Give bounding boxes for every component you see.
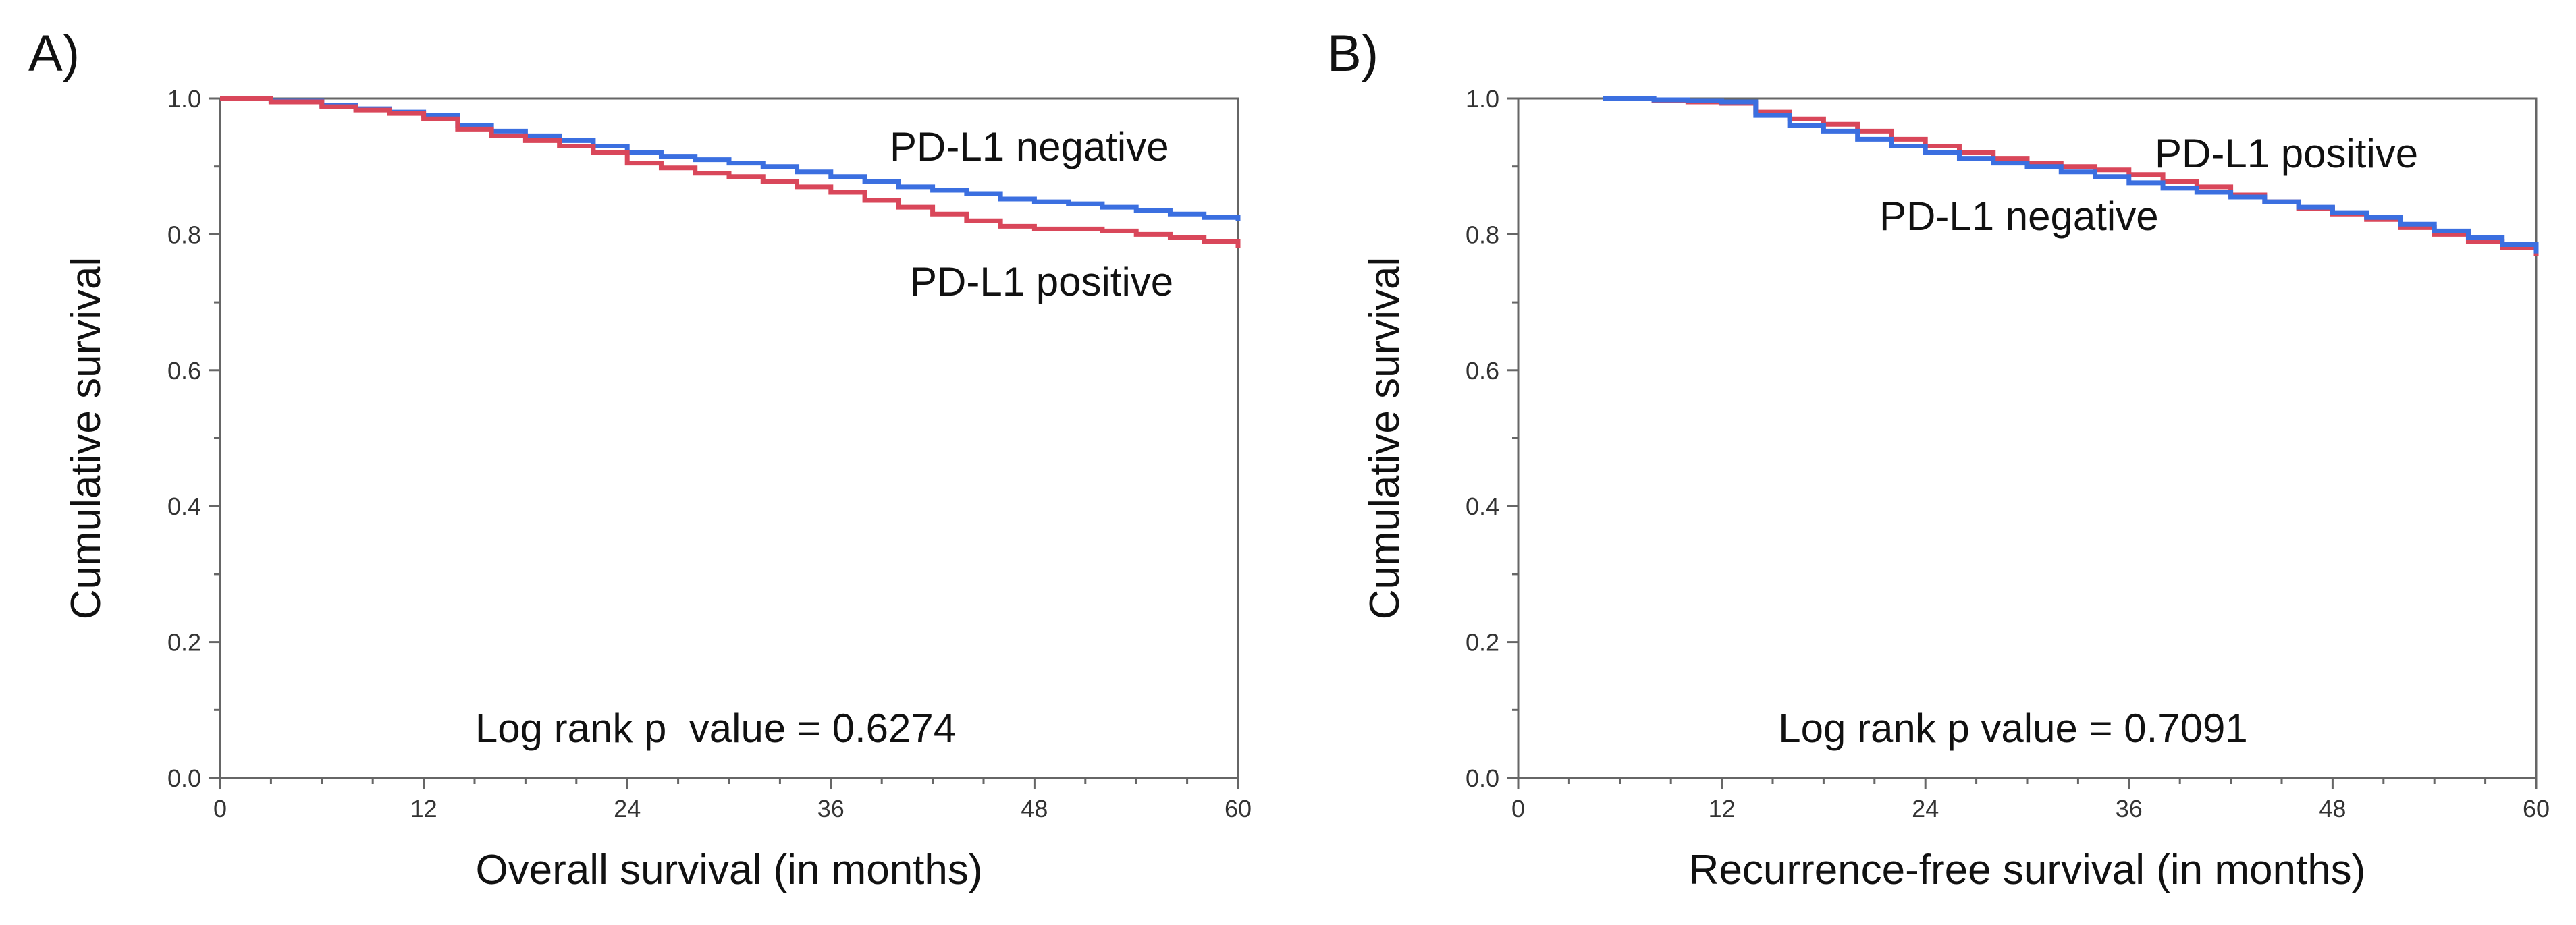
x-tick-label: 60 xyxy=(2523,795,2550,822)
y-tick-label: 0.2 xyxy=(167,629,201,656)
series-label-pd-l1-positive: PD-L1 positive xyxy=(910,259,1173,304)
panel-a: A) 0.0 0.2 0.4 0.6 0.8 1.0 0 12 24 36 48 60 Overall s… xyxy=(28,25,1252,893)
y-axis-title: Cumulative survival xyxy=(1362,257,1408,620)
log-rank-annotation: Log rank p value = 0.7091 xyxy=(1778,706,2248,751)
y-tick-label: 0.8 xyxy=(167,221,201,248)
y-tick-label: 0.6 xyxy=(1466,357,1499,385)
y-tick-label: 0.0 xyxy=(1466,764,1499,792)
x-tick-label: 12 xyxy=(410,795,437,822)
x-axis-title: Recurrence-free survival (in months) xyxy=(1689,847,2366,893)
y-tick-label: 0.0 xyxy=(167,764,201,792)
series-label-pd-l1-negative: PD-L1 negative xyxy=(1879,194,2159,239)
x-tick-label: 36 xyxy=(817,795,844,822)
x-tick-label: 0 xyxy=(1511,795,1525,822)
series-label-pd-l1-positive: PD-L1 positive xyxy=(2155,131,2418,176)
y-tick-label: 0.4 xyxy=(1466,493,1499,520)
x-tick-label: 36 xyxy=(2116,795,2143,822)
y-axis-title: Cumulative survival xyxy=(63,257,109,620)
panel-b: B) 0.0 0.2 0.4 0.6 0.8 1.0 0 12 24 36 48 60 Recurrenc… xyxy=(1327,25,2550,893)
plot-frame xyxy=(219,97,1239,779)
x-tick-label: 24 xyxy=(1912,795,1939,822)
x-axis-title: Overall survival (in months) xyxy=(475,847,982,893)
y-tick-label: 0.8 xyxy=(1466,221,1499,248)
log-rank-annotation: Log rank p value = 0.6274 xyxy=(475,706,956,751)
y-tick-label: 1.0 xyxy=(1466,85,1499,113)
panel-label: A) xyxy=(28,25,80,82)
survival-curve-pd-l1-positive xyxy=(220,96,1241,248)
x-tick-label: 48 xyxy=(2319,795,2346,822)
y-tick-label: 1.0 xyxy=(167,85,201,113)
x-tick-label: 12 xyxy=(1709,795,1736,822)
panel-label: B) xyxy=(1327,25,1378,82)
y-tick-label: 0.6 xyxy=(167,357,201,385)
series-label-pd-l1-negative: PD-L1 negative xyxy=(890,124,1169,169)
survival-curve-pd-l1-negative xyxy=(1603,96,2539,254)
x-tick-label: 24 xyxy=(614,795,641,822)
x-tick-label: 60 xyxy=(1225,795,1252,822)
x-tick-label: 0 xyxy=(213,795,227,822)
y-tick-label: 0.4 xyxy=(167,493,201,520)
y-tick-label: 0.2 xyxy=(1466,629,1499,656)
x-tick-label: 48 xyxy=(1021,795,1048,822)
